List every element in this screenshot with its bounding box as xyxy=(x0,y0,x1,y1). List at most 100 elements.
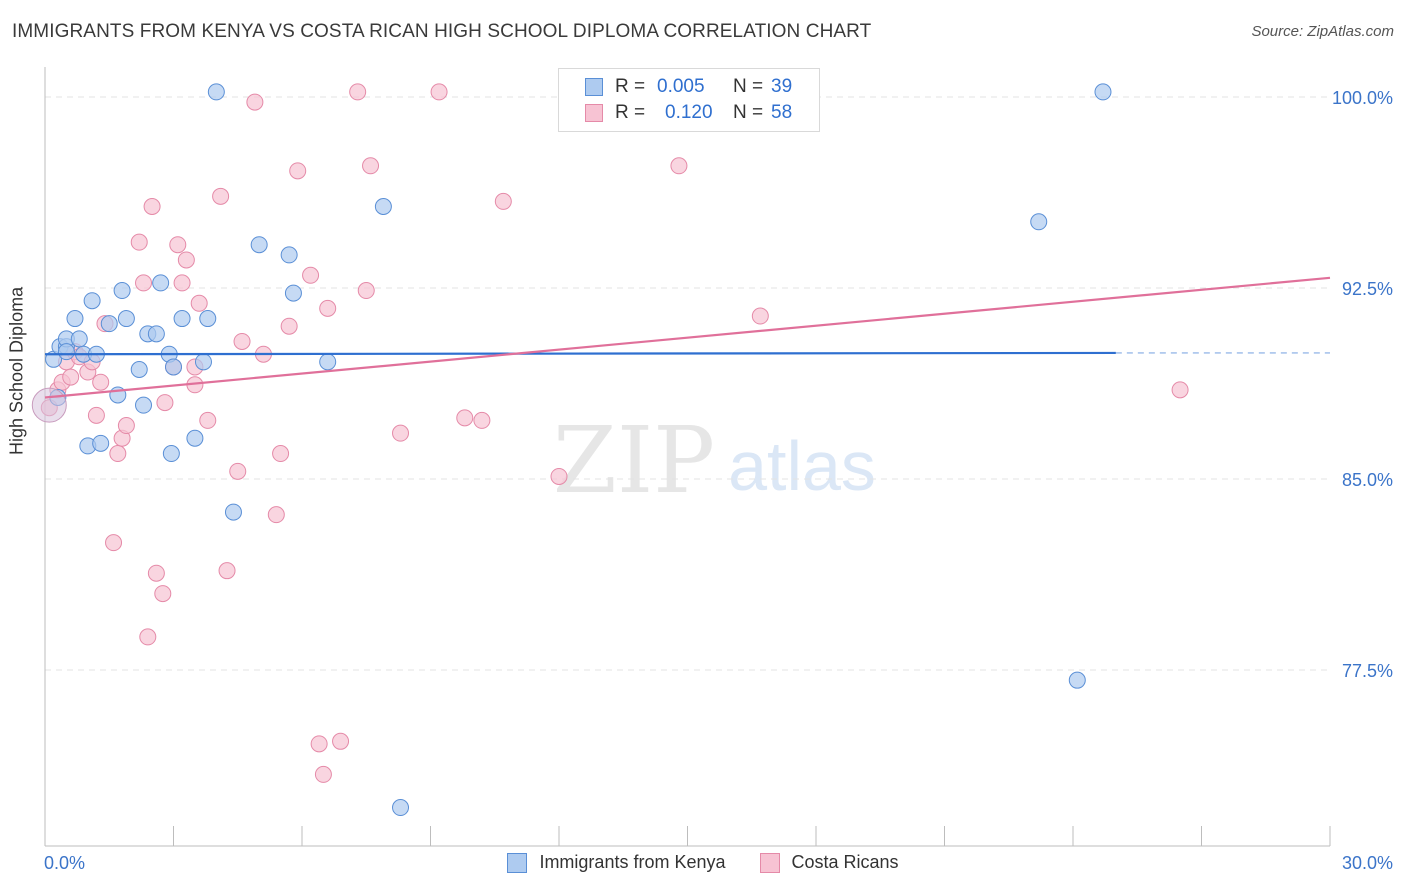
n-label: N = xyxy=(733,102,764,123)
legend-swatch-blue xyxy=(585,78,603,96)
legend-swatch-blue xyxy=(507,852,528,873)
costa-rican-point xyxy=(105,534,123,552)
kenya-point xyxy=(319,353,337,371)
costa-rican-point xyxy=(550,467,568,485)
costa-rican-point xyxy=(147,564,165,582)
costa-rican-point xyxy=(109,445,127,463)
costa-rican-point xyxy=(267,506,285,524)
costa-rican-point xyxy=(177,251,195,269)
stats-legend-row-costa-rica: R = 0.120 N = 58 xyxy=(585,101,792,125)
costa-rican-point xyxy=(139,628,157,646)
kenya-point xyxy=(173,310,191,328)
costa-rican-point xyxy=(229,462,247,480)
legend-label-costa-ricans: Costa Ricans xyxy=(791,852,899,872)
x-tick-label: 0.0% xyxy=(44,853,85,873)
costa-rican-point xyxy=(117,417,135,435)
costa-rican-point xyxy=(332,732,350,750)
costa-rican-point xyxy=(218,562,236,580)
legend-swatch-pink xyxy=(759,852,780,873)
y-tick-label: 77.5% xyxy=(1342,661,1393,681)
kenya-point xyxy=(135,396,153,414)
costa-rican-point xyxy=(156,394,174,412)
costa-rican-point xyxy=(392,424,410,442)
legend-label-kenya: Immigrants from Kenya xyxy=(539,852,726,872)
costa-rican-point xyxy=(92,373,110,391)
kenya-point xyxy=(284,284,302,302)
kenya-point xyxy=(199,310,217,328)
n-value: 58 xyxy=(771,102,793,123)
costa-rican-point xyxy=(357,282,375,300)
kenya-point xyxy=(130,360,148,378)
costa-rican-point xyxy=(1171,381,1189,399)
kenya-point xyxy=(147,325,165,343)
r-label: R = xyxy=(615,102,646,123)
kenya-point xyxy=(83,292,101,310)
costa-rican-trendline xyxy=(44,276,1331,399)
kenya-point xyxy=(1068,671,1086,689)
costa-rican-point xyxy=(349,83,367,101)
costa-rican-point xyxy=(246,93,264,111)
costa-rican-point xyxy=(314,765,332,783)
costa-rican-point xyxy=(154,585,172,603)
kenya-point xyxy=(92,434,110,452)
legend-item-costa-ricans[interactable]: Costa Ricans xyxy=(759,852,899,873)
y-axis-label: High School Diploma xyxy=(6,286,27,455)
kenya-point xyxy=(280,246,298,264)
costa-rican-point xyxy=(751,307,769,325)
kenya-point xyxy=(66,310,84,328)
costa-rican-point xyxy=(670,157,688,175)
costa-rican-point xyxy=(169,236,187,254)
n-label: N = xyxy=(733,76,764,97)
costa-rican-point xyxy=(280,317,298,335)
legend-item-kenya[interactable]: Immigrants from Kenya xyxy=(507,852,726,873)
costa-rican-point xyxy=(87,406,105,424)
costa-rican-point xyxy=(319,299,337,317)
costa-rican-point xyxy=(473,411,491,429)
costa-rican-point xyxy=(173,274,191,292)
kenya-point xyxy=(1094,83,1112,101)
kenya-point xyxy=(162,445,180,463)
n-value: 39 xyxy=(771,76,793,97)
costa-rican-point xyxy=(362,157,380,175)
costa-rican-point xyxy=(31,387,67,423)
stats-legend-row-kenya: R = 0.005 N = 39 xyxy=(585,75,792,99)
x-tick-label: 30.0% xyxy=(1342,853,1393,873)
kenya-point xyxy=(250,236,268,254)
costa-rican-point xyxy=(456,409,474,427)
kenya-point xyxy=(117,310,135,328)
costa-rican-point xyxy=(233,332,251,350)
costa-rican-point xyxy=(430,83,448,101)
costa-rican-point xyxy=(212,187,230,205)
y-tick-label: 100.0% xyxy=(1332,88,1393,108)
r-value: 0.005 xyxy=(657,76,705,97)
chart-title: IMMIGRANTS FROM KENYA VS COSTA RICAN HIG… xyxy=(12,21,872,42)
costa-rican-point xyxy=(143,198,161,216)
costa-rican-point xyxy=(190,294,208,312)
costa-rican-point xyxy=(289,162,307,180)
stats-legend: R = 0.005 N = 39 R = 0.120 N = 58 xyxy=(558,68,820,132)
r-value: 0.120 xyxy=(665,102,713,123)
kenya-point xyxy=(113,282,131,300)
costa-rican-point xyxy=(494,192,512,210)
kenya-point xyxy=(1030,213,1048,231)
watermark-zip: ZIP xyxy=(553,407,715,514)
kenya-point xyxy=(392,799,410,817)
costa-rican-point xyxy=(199,411,217,429)
watermark-atlas: atlas xyxy=(728,427,876,505)
kenya-point xyxy=(224,503,242,521)
kenya-point xyxy=(100,315,118,333)
costa-rican-point xyxy=(62,368,80,386)
kenya-point xyxy=(207,83,225,101)
costa-rican-point xyxy=(302,266,320,284)
costa-rican-point xyxy=(272,445,290,463)
source-credit: Source: ZipAtlas.com xyxy=(1251,23,1394,40)
kenya-point xyxy=(70,330,88,348)
costa-rican-point xyxy=(310,735,328,753)
kenya-point xyxy=(57,343,75,361)
kenya-point xyxy=(165,358,182,376)
kenya-trendline xyxy=(44,351,1116,356)
series-legend: Immigrants from Kenya Costa Ricans xyxy=(0,852,1406,873)
kenya-point xyxy=(194,353,212,371)
kenya-point xyxy=(152,274,170,292)
